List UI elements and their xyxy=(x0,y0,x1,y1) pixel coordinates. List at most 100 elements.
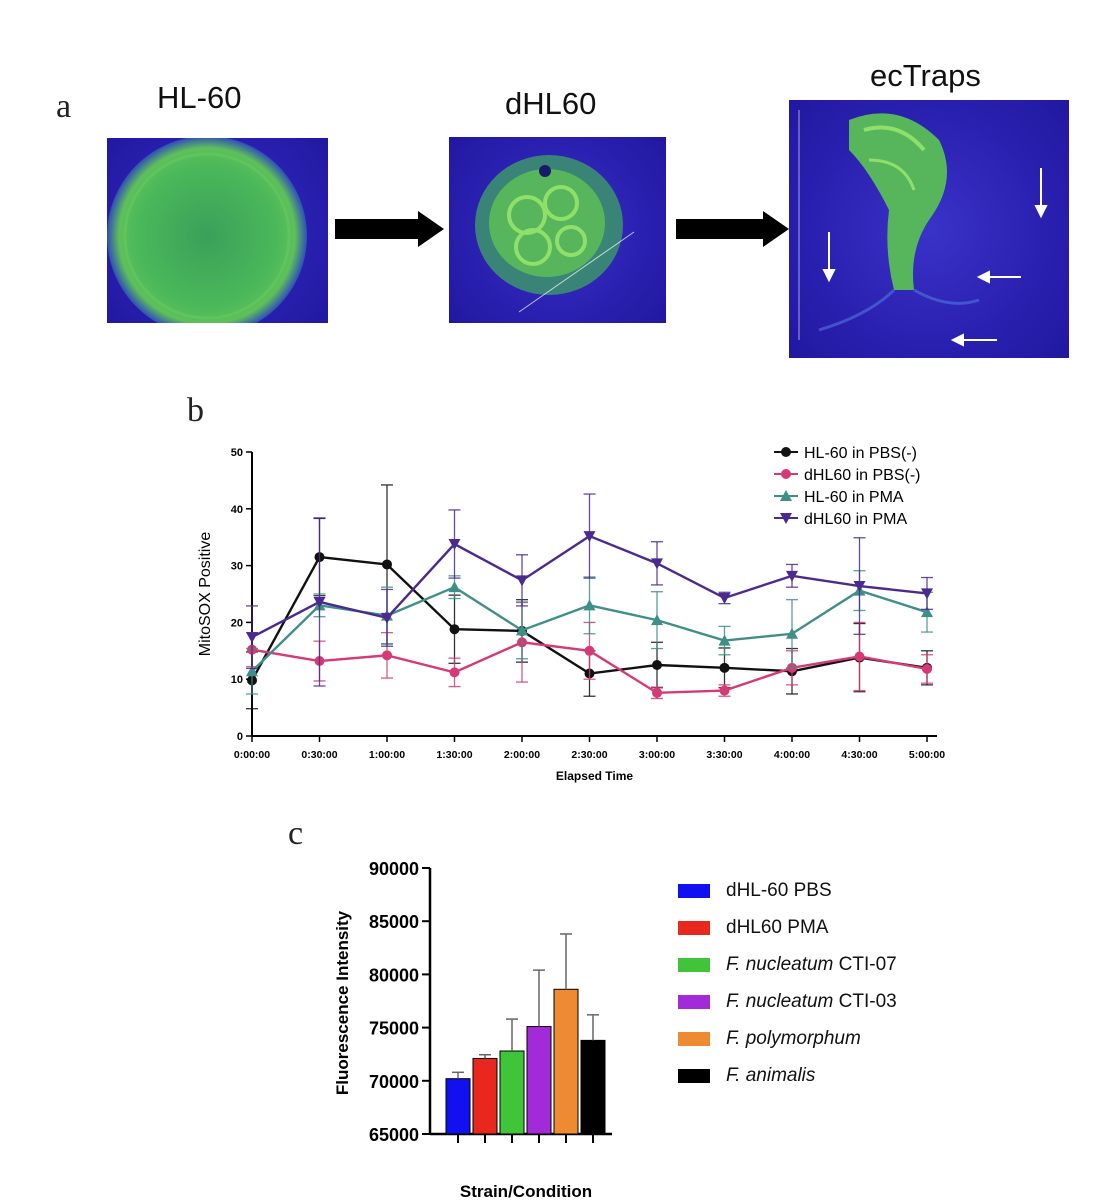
legend-label: dHL60 in PMA xyxy=(804,511,907,528)
data-point xyxy=(313,596,326,608)
y-tick-label: 90000 xyxy=(369,859,419,879)
data-point xyxy=(921,606,933,618)
legend-item: dHL60 PMA xyxy=(678,909,897,946)
y-tick-label: 70000 xyxy=(369,1072,419,1092)
data-point xyxy=(583,599,596,611)
data-point xyxy=(854,651,865,662)
arrow-right xyxy=(676,219,764,239)
data-point xyxy=(718,634,731,646)
legend-label: HL-60 in PMA xyxy=(804,489,904,506)
legend-swatch xyxy=(678,957,710,972)
data-point xyxy=(651,558,663,570)
bar xyxy=(553,988,579,1135)
legend-marker xyxy=(780,513,792,524)
panel-a-letter: a xyxy=(56,88,72,125)
y-tick-label: 0 xyxy=(237,731,243,743)
bar xyxy=(445,1078,471,1135)
data-point xyxy=(584,645,595,656)
legend-label: CTI-03 xyxy=(833,990,897,1012)
x-axis-label: Elapsed Time xyxy=(556,769,633,783)
legend-marker xyxy=(780,490,792,501)
hl60-micrograph xyxy=(107,138,328,323)
data-point xyxy=(246,632,258,644)
bar-chart-legend: dHL-60 PBS dHL60 PMA F. nucleatum CTI-07 F.… xyxy=(678,872,897,1094)
ectraps-cell-image xyxy=(798,110,1048,347)
legend-marker xyxy=(781,469,791,479)
bar xyxy=(499,1050,525,1135)
data-point xyxy=(448,581,461,593)
bar xyxy=(526,1026,552,1135)
data-point xyxy=(921,588,933,600)
y-tick-label: 20 xyxy=(231,617,243,629)
legend-swatch xyxy=(678,920,710,935)
data-point xyxy=(516,624,528,636)
legend-item: dHL-60 PBS xyxy=(678,872,897,909)
bar xyxy=(580,1039,606,1135)
legend-label: CTI-07 xyxy=(833,953,897,975)
legend-marker xyxy=(781,447,791,457)
data-point xyxy=(449,667,460,678)
legend-label: dHL60 in PBS(-) xyxy=(804,467,921,484)
dhl60-cell-image xyxy=(475,155,635,313)
y-tick-label: 85000 xyxy=(369,912,419,932)
y-axis-label: Fluorescence Intensity xyxy=(333,910,352,1095)
y-axis-label: MitoSOX Positive xyxy=(197,532,214,657)
y-tick-label: 10 xyxy=(231,674,243,686)
dhl60-micrograph xyxy=(449,137,666,323)
y-tick-label: 65000 xyxy=(369,1125,419,1145)
data-point xyxy=(449,624,460,635)
data-point xyxy=(448,539,461,551)
x-tick-label: 2:30:00 xyxy=(571,749,607,761)
data-point xyxy=(786,627,798,639)
legend-label: HL-60 in PBS(-) xyxy=(804,445,917,462)
data-point xyxy=(719,662,730,673)
data-point xyxy=(652,660,662,670)
data-point xyxy=(718,592,731,604)
x-tick-label: 0:00:00 xyxy=(234,749,270,761)
legend-item: F. nucleatum CTI-07 xyxy=(678,946,897,983)
x-tick-label: 4:30:00 xyxy=(841,749,877,761)
x-axis-label: Strain/Condition xyxy=(460,1182,592,1200)
data-point xyxy=(516,575,528,587)
y-tick-label: 50 xyxy=(231,447,243,459)
panel-c-letter: c xyxy=(288,815,304,852)
x-tick-label: 3:00:00 xyxy=(639,749,675,761)
y-tick-label: 30 xyxy=(231,561,243,573)
data-point xyxy=(246,665,258,677)
ectraps-micrograph xyxy=(789,100,1069,358)
data-point xyxy=(381,612,393,624)
legend-label-italic: F. nucleatum xyxy=(726,990,834,1012)
legend-label-italic: F. polymorphum xyxy=(726,1027,861,1049)
data-point xyxy=(382,650,392,661)
x-tick-label: 4:00:00 xyxy=(774,749,810,761)
x-tick-label: 2:00:00 xyxy=(504,749,540,761)
y-tick-label: 75000 xyxy=(369,1019,419,1039)
y-tick-label: 80000 xyxy=(369,965,419,985)
data-point xyxy=(922,663,932,674)
legend-swatch xyxy=(678,1068,710,1083)
arrow-right xyxy=(335,219,419,239)
hl60-cell-image xyxy=(107,138,307,323)
dhl60-title: dHL60 xyxy=(505,86,597,121)
data-point xyxy=(786,570,798,582)
ectraps-title: ecTraps xyxy=(870,58,981,93)
bar-chart: 65000 70000 75000 80000 85000 90000 Fluorescen… xyxy=(333,859,612,1200)
legend-item: F. nucleatum CTI-03 xyxy=(678,983,897,1020)
x-tick-label: 1:00:00 xyxy=(369,749,405,761)
arrow-right-head xyxy=(418,211,444,247)
bar xyxy=(472,1057,498,1135)
x-tick-label: 3:30:00 xyxy=(706,749,742,761)
legend-swatch xyxy=(678,883,710,898)
line-chart: 0 10 20 30 40 50 0:00:00 0:30:00 1:00:00 1:30:00 2… xyxy=(197,445,945,783)
data-point xyxy=(382,559,392,570)
legend-label-italic: F. animalis xyxy=(726,1064,816,1086)
data-point xyxy=(583,531,596,543)
data-point xyxy=(651,614,663,626)
data-point xyxy=(719,685,730,696)
x-tick-label: 0:30:00 xyxy=(301,749,337,761)
arrow-right-head xyxy=(763,211,789,247)
x-tick-label: 5:00:00 xyxy=(909,749,945,761)
legend-item: F. polymorphum xyxy=(678,1020,897,1057)
panel-b-letter: b xyxy=(187,392,204,429)
data-point xyxy=(652,687,662,698)
